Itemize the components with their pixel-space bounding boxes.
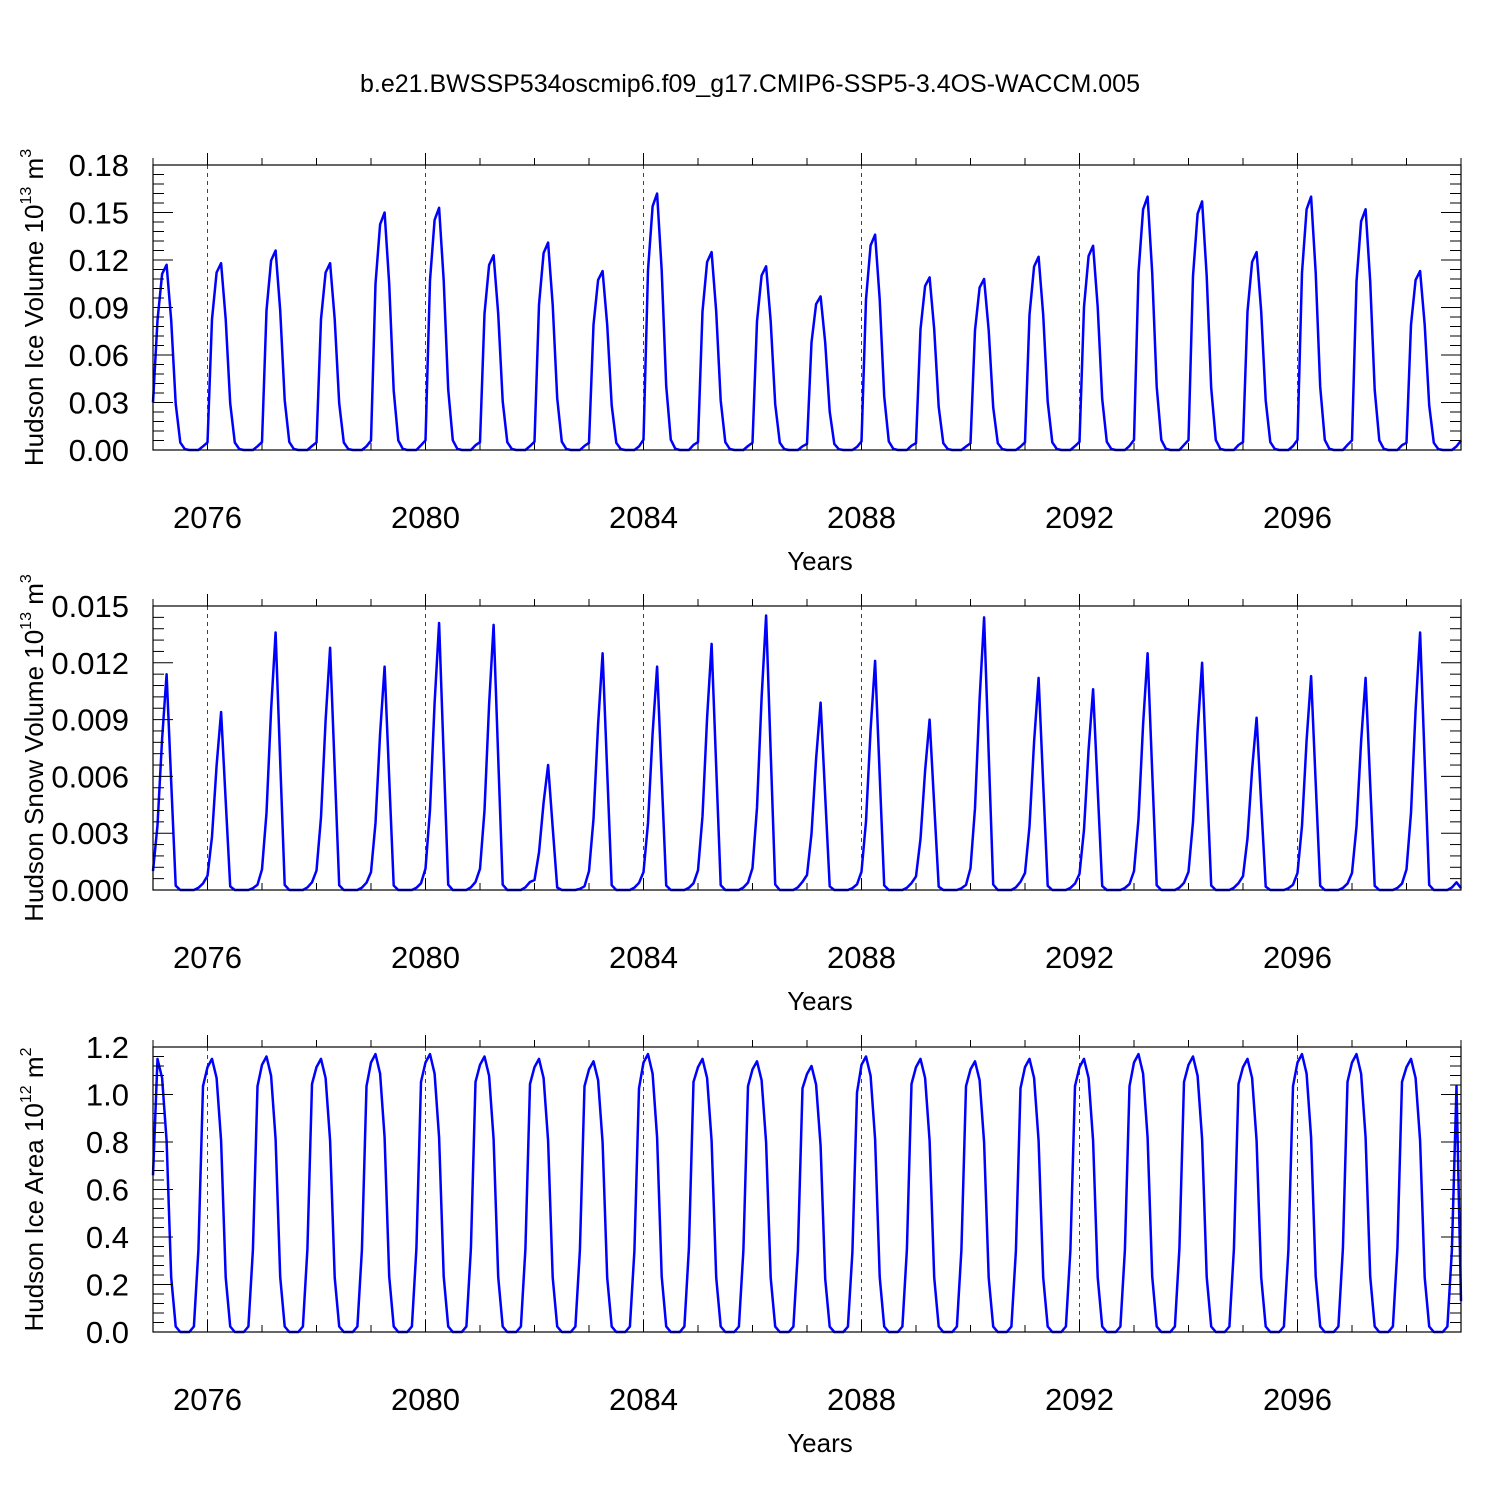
x-tick-label: 2080 <box>391 500 460 535</box>
y-tick-label: 0.12 <box>69 243 129 278</box>
y-axis-label-part: m <box>19 1056 49 1085</box>
y-tick-label: 0.006 <box>51 759 129 794</box>
panel-1: 0.00 0.03 0.06 0.09 0.12 0.15 0.18 2076 2080 2084… <box>18 148 1462 576</box>
x-tick-label: 2076 <box>173 1382 242 1417</box>
x-tick-label: 2080 <box>391 940 460 975</box>
x-tick-label: 2084 <box>609 500 678 535</box>
x-tick-label: 2084 <box>609 1382 678 1417</box>
x-tick-label: 2084 <box>609 940 678 975</box>
x-tick-label: 2080 <box>391 1382 460 1417</box>
y-axis-label-part: 13 <box>18 612 35 630</box>
y-tick-label: 0.009 <box>51 703 129 738</box>
plot-frame <box>152 1046 1462 1333</box>
figure-title: b.e21.BWSSP534oscmip6.f09_g17.CMIP6-SSP5… <box>360 70 1140 98</box>
data-line <box>151 1052 1463 1334</box>
x-tick-label: 2092 <box>1045 500 1114 535</box>
y-axis-label-part: 2 <box>18 1047 35 1056</box>
x-tick-label: 2076 <box>173 500 242 535</box>
y-tick-label: 0.06 <box>69 338 129 373</box>
panel-2: 0.000 0.003 0.006 0.009 0.012 0.015 2076 2080 20… <box>18 574 1462 1016</box>
x-tick-label: 2092 <box>1045 1382 1114 1417</box>
x-tick-label: 2088 <box>827 1382 896 1417</box>
x-axis-label: Years <box>787 1428 853 1458</box>
y-tick-label: 1.2 <box>86 1030 129 1065</box>
y-axis-label-part: Hudson Ice Volume 10 <box>19 204 49 466</box>
y-tick-label: 0.003 <box>51 816 129 851</box>
x-tick-label: 2088 <box>827 500 896 535</box>
x-tick-label: 2092 <box>1045 940 1114 975</box>
x-axis-label: Years <box>787 546 853 576</box>
y-tick-label: 0.15 <box>69 196 129 231</box>
y-axis-label-part: Hudson Ice Area 10 <box>19 1103 49 1331</box>
y-tick-label: 1.0 <box>86 1078 129 1113</box>
data-line <box>151 614 1462 892</box>
y-axis-label: Hudson Ice Area 1012 m2 <box>18 1047 49 1331</box>
y-axis-label-part: 13 <box>18 187 35 205</box>
y-tick-label: 0.000 <box>51 873 129 908</box>
y-axis-label-part: m <box>19 158 49 187</box>
y-tick-label: 0.0 <box>86 1315 129 1350</box>
y-tick-label: 0.4 <box>86 1220 129 1255</box>
y-tick-label: 0.015 <box>51 589 129 624</box>
y-tick-label: 0.012 <box>51 646 129 681</box>
y-tick-label: 0.8 <box>86 1125 129 1160</box>
x-tick-label: 2088 <box>827 940 896 975</box>
y-tick-label: 0.09 <box>69 291 129 326</box>
x-axis-label: Years <box>787 986 853 1016</box>
y-tick-label: 0.03 <box>69 386 129 421</box>
y-axis-label-part: Hudson Snow Volume 10 <box>19 630 49 922</box>
x-tick-label: 2076 <box>173 940 242 975</box>
y-tick-label: 0.00 <box>69 433 129 468</box>
y-axis-label: Hudson Ice Volume 1013 m3 <box>18 149 49 466</box>
y-axis-label: Hudson Snow Volume 1013 m3 <box>18 574 49 922</box>
y-tick-label: 0.2 <box>86 1268 129 1303</box>
x-tick-label: 2096 <box>1263 1382 1332 1417</box>
y-axis-label-part: m <box>19 583 49 612</box>
data-line <box>151 192 1462 452</box>
y-axis-label-part: 3 <box>18 149 35 158</box>
panel-3: 0.0 0.2 0.4 0.6 0.8 1.0 1.2 2076 2080 2084 2088 209… <box>18 1030 1463 1458</box>
y-axis-label-part: 3 <box>18 574 35 583</box>
y-tick-label: 0.6 <box>86 1173 129 1208</box>
x-tick-label: 2096 <box>1263 500 1332 535</box>
x-tick-label: 2096 <box>1263 940 1332 975</box>
y-axis-label-part: 12 <box>18 1085 35 1103</box>
plot-frame <box>152 164 1462 451</box>
y-tick-label: 0.18 <box>69 148 129 183</box>
